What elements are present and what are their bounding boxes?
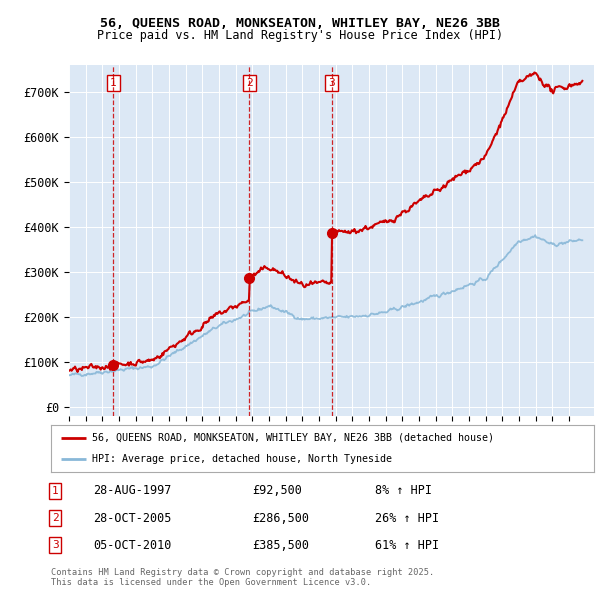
Text: 3: 3 <box>328 78 335 88</box>
Text: 26% ↑ HPI: 26% ↑ HPI <box>375 512 439 525</box>
Text: 2: 2 <box>52 513 59 523</box>
Text: £92,500: £92,500 <box>252 484 302 497</box>
Text: 28-AUG-1997: 28-AUG-1997 <box>93 484 172 497</box>
Text: 3: 3 <box>52 540 59 550</box>
Text: 28-OCT-2005: 28-OCT-2005 <box>93 512 172 525</box>
Text: HPI: Average price, detached house, North Tyneside: HPI: Average price, detached house, Nort… <box>92 454 392 464</box>
Text: £385,500: £385,500 <box>252 539 309 552</box>
Text: £286,500: £286,500 <box>252 512 309 525</box>
Text: 05-OCT-2010: 05-OCT-2010 <box>93 539 172 552</box>
Text: Price paid vs. HM Land Registry's House Price Index (HPI): Price paid vs. HM Land Registry's House … <box>97 30 503 42</box>
Text: 56, QUEENS ROAD, MONKSEATON, WHITLEY BAY, NE26 3BB (detached house): 56, QUEENS ROAD, MONKSEATON, WHITLEY BAY… <box>92 432 494 442</box>
Text: 1: 1 <box>52 486 59 496</box>
Text: 1: 1 <box>110 78 116 88</box>
Text: 61% ↑ HPI: 61% ↑ HPI <box>375 539 439 552</box>
Text: Contains HM Land Registry data © Crown copyright and database right 2025.
This d: Contains HM Land Registry data © Crown c… <box>51 568 434 587</box>
Text: 8% ↑ HPI: 8% ↑ HPI <box>375 484 432 497</box>
Text: 56, QUEENS ROAD, MONKSEATON, WHITLEY BAY, NE26 3BB: 56, QUEENS ROAD, MONKSEATON, WHITLEY BAY… <box>100 17 500 30</box>
Text: 2: 2 <box>246 78 253 88</box>
